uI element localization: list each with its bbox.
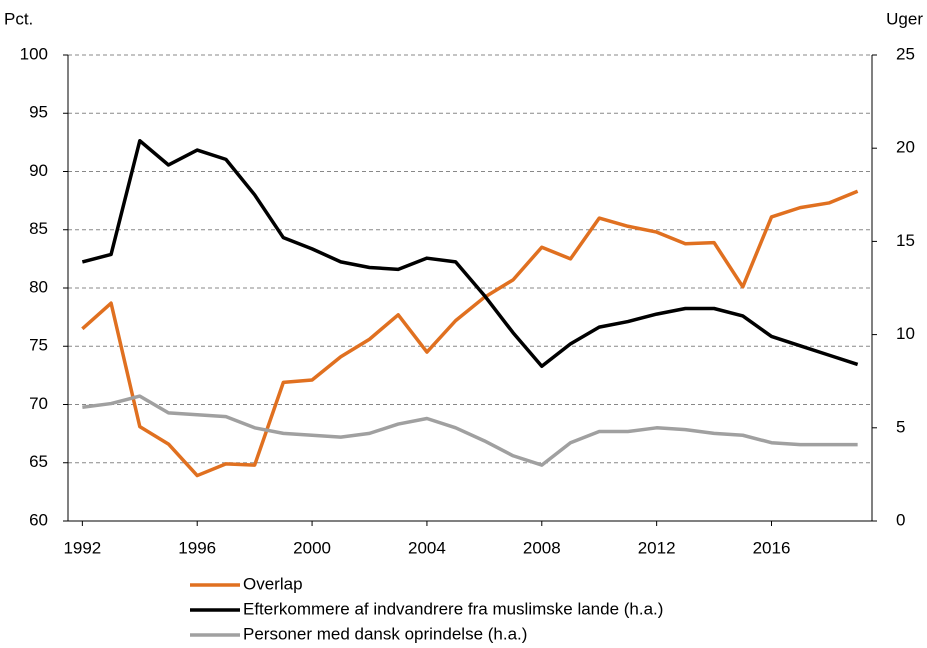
y-tick-label: 95 bbox=[29, 103, 48, 122]
x-tick-label: 1996 bbox=[178, 538, 216, 557]
x-tick-label: 2008 bbox=[523, 538, 561, 557]
x-tick-label: 1992 bbox=[63, 538, 101, 557]
series-line bbox=[81, 138, 859, 369]
legend-label: Overlap bbox=[243, 574, 303, 593]
y-tick-label: 100 bbox=[20, 44, 48, 63]
y-tick-label: 60 bbox=[29, 510, 48, 529]
y-tick-label: 65 bbox=[29, 452, 48, 471]
y-tick-label: 75 bbox=[29, 336, 48, 355]
y-axis-label: Pct. bbox=[4, 9, 33, 28]
series-line bbox=[82, 394, 858, 467]
y-tick-label: 85 bbox=[29, 219, 48, 238]
y2-tick-label: 15 bbox=[896, 231, 915, 250]
x-tick-label: 2000 bbox=[293, 538, 331, 557]
legend-label: Personer med dansk oprindelse (h.a.) bbox=[243, 624, 527, 643]
y-tick-label: 80 bbox=[29, 277, 48, 296]
x-tick-label: 2016 bbox=[753, 538, 791, 557]
x-tick-label: 2004 bbox=[408, 538, 446, 557]
series-line bbox=[81, 189, 859, 478]
y2-tick-label: 0 bbox=[896, 510, 905, 529]
y2-tick-label: 5 bbox=[896, 417, 905, 436]
legend-label: Efterkommere af indvandrere fra muslimsk… bbox=[243, 599, 663, 618]
y2-tick-label: 10 bbox=[896, 324, 915, 343]
y-tick-label: 90 bbox=[29, 161, 48, 180]
y2-tick-label: 25 bbox=[896, 44, 915, 63]
y2-axis-label: Uger bbox=[886, 9, 923, 28]
y2-tick-label: 20 bbox=[896, 138, 915, 157]
x-tick-label: 2012 bbox=[638, 538, 676, 557]
y-tick-label: 70 bbox=[29, 394, 48, 413]
